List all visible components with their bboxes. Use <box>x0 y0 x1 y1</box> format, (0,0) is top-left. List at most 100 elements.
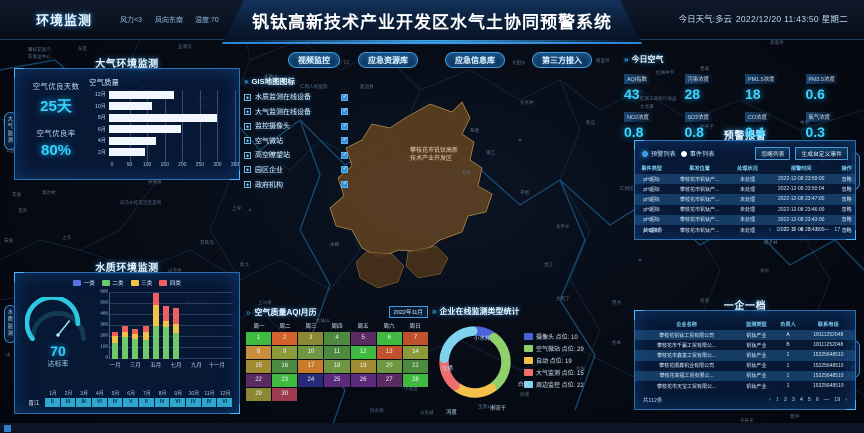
calendar-day[interactable]: 7 <box>402 332 428 345</box>
legend-item[interactable]: 大气监测 点位: 15 <box>524 368 584 377</box>
ignore-link[interactable]: 忽略 <box>838 214 855 225</box>
create-custom-event-button[interactable]: 生成自定义事件 <box>795 147 848 160</box>
calendar-day[interactable]: 14 <box>402 346 428 359</box>
calendar-day[interactable]: 11 <box>324 346 350 359</box>
table-row[interactable]: 攀枝花钒钛工贸有限公司 钒钛产业 A 18111252048 <box>635 330 855 341</box>
donut-slice[interactable] <box>439 326 511 398</box>
ignore-list-button[interactable]: 忽略列表 <box>755 147 791 160</box>
ent-page-numbers[interactable]: ‹ 1 2 3 4 5 6 — 19 › <box>769 397 847 403</box>
gis-layer-row[interactable]: ◈ 高空瞭望站 <box>244 150 348 160</box>
calendar-day[interactable]: 4 <box>324 332 350 345</box>
donut-slice[interactable] <box>439 326 511 398</box>
page-number[interactable]: 19 <box>834 397 841 403</box>
page-number[interactable]: 2 <box>783 397 787 403</box>
page-number[interactable]: 3 <box>791 227 795 233</box>
legend-item[interactable]: 四类 <box>159 279 181 287</box>
calendar-day[interactable]: 2 <box>272 332 298 345</box>
table-row[interactable]: 攀枝花高福工贸有限公... 钒钛产业 1 15325648510 <box>635 370 855 381</box>
radio-event-list[interactable]: 事件列表 <box>680 149 715 158</box>
page-number[interactable]: 5 <box>807 397 811 403</box>
vtab-water-monitor[interactable]: 水 质 监 测 <box>4 305 17 343</box>
ignore-link[interactable]: 忽略 <box>838 194 855 205</box>
layer-checkbox[interactable] <box>341 151 348 159</box>
ignore-link[interactable]: 忽略 <box>838 174 855 185</box>
page-number[interactable]: 2 <box>783 227 787 233</box>
warn-page-numbers[interactable]: ‹ 1 2 3 4 5 6 — 17 › <box>769 227 847 233</box>
next-page-icon[interactable]: › <box>845 397 847 403</box>
page-number[interactable]: 1 <box>775 227 779 233</box>
layer-checkbox[interactable] <box>341 166 348 174</box>
nav-emergency-info[interactable]: 应急信息库 <box>445 52 505 68</box>
donut-slice[interactable] <box>439 326 511 398</box>
legend-item[interactable]: 摄像头 点位: 10 <box>524 332 584 341</box>
calendar-day[interactable]: 1 <box>246 332 272 345</box>
legend-item[interactable]: 三类 <box>130 279 152 287</box>
page-number[interactable]: 4 <box>799 397 803 403</box>
calendar-day[interactable]: 25 <box>324 374 350 387</box>
layer-checkbox[interactable] <box>341 181 348 189</box>
calendar-day[interactable]: 5 <box>350 332 376 345</box>
ignore-link[interactable]: 忽略 <box>841 207 852 214</box>
page-number[interactable]: 4 <box>799 227 803 233</box>
prev-page-icon[interactable]: ‹ <box>769 227 771 233</box>
calendar-day[interactable]: 6 <box>376 332 402 345</box>
table-row[interactable]: pH超标 攀枝花市钒钛产... 未处理 2022-12-08 23:47:00 忽略 <box>635 194 855 205</box>
gis-layer-row[interactable]: ◈ 政府机构 <box>244 180 348 190</box>
page-number[interactable]: — <box>823 397 830 403</box>
page-number[interactable]: 1 <box>775 397 779 403</box>
nav-third-party[interactable]: 第三方接入 <box>532 52 592 68</box>
page-number[interactable]: 6 <box>815 397 819 403</box>
page-number[interactable]: 3 <box>791 397 795 403</box>
next-page-icon[interactable]: › <box>845 227 847 233</box>
table-row[interactable]: 攀枝花市千赢工贸有限公... 钒钛产业 B 18111252048 <box>635 340 855 350</box>
layer-checkbox[interactable] <box>341 122 348 130</box>
layer-checkbox[interactable] <box>341 108 348 116</box>
table-row[interactable]: pH超标 攀枝花市钒钛产... 未处理 2022-12-08 23:46:00 忽略 <box>635 205 855 215</box>
radio-warning-list[interactable]: 预警列表 <box>642 149 676 158</box>
calendar-day[interactable]: 18 <box>324 360 350 373</box>
legend-item[interactable]: 自动 点位: 19 <box>524 356 584 365</box>
legend-item[interactable]: 一类 <box>73 279 95 287</box>
calendar-day[interactable]: 28 <box>402 374 428 387</box>
calendar-day[interactable]: 16 <box>272 360 298 373</box>
gis-layer-row[interactable]: ◈ 大气监测在线设备 <box>244 107 348 117</box>
table-row[interactable]: pH超标 攀枝花市钒钛产... 未处理 2022-12-08 23:43:00 忽略 <box>635 214 855 225</box>
table-row[interactable]: pH超标 攀枝花市钒钛产... 未处理 2022-12-08 23:59:00 忽略 <box>635 174 855 185</box>
calendar-day[interactable]: 13 <box>376 346 402 359</box>
layer-checkbox[interactable] <box>341 137 348 145</box>
calendar-day[interactable]: 9 <box>272 346 298 359</box>
calendar-day[interactable]: 24 <box>298 374 324 387</box>
legend-item[interactable]: 周边监控 点位: 22 <box>524 380 584 389</box>
table-row[interactable]: 攀枝花市天宝工贸有限公... 钒钛产业 1 15325648510 <box>635 381 855 391</box>
start-icon[interactable] <box>4 424 11 432</box>
calendar-day[interactable]: 30 <box>272 388 298 401</box>
calendar-day[interactable]: 19 <box>350 360 376 373</box>
gis-layer-row[interactable]: ◈ 水质监测在线设备 <box>244 92 348 102</box>
table-row[interactable]: pH超标 攀枝花市钒钛产... 未处理 2022-12-08 23:50:04 忽略 <box>635 184 855 194</box>
calendar-day[interactable]: 20 <box>376 360 402 373</box>
page-number[interactable]: — <box>823 227 830 233</box>
calendar-day[interactable]: 17 <box>298 360 324 373</box>
page-number[interactable]: 6 <box>815 227 819 233</box>
calendar-day[interactable]: 15 <box>246 360 272 373</box>
page-number[interactable]: 17 <box>834 227 841 233</box>
calendar-day[interactable]: 10 <box>298 346 324 359</box>
table-row[interactable]: 攀枝花顺鑫钒业有限公司 钒钛产业 1 15325648510 <box>635 361 855 371</box>
ignore-link[interactable]: 忽略 <box>841 186 852 193</box>
gis-layer-row[interactable]: ◈ 空气微站 <box>244 136 348 146</box>
calendar-day[interactable]: 26 <box>350 374 376 387</box>
calendar-day[interactable]: 22 <box>246 374 272 387</box>
gis-layer-row[interactable]: ◈ 园区企业 <box>244 165 348 175</box>
calendar-day[interactable]: 8 <box>246 346 272 359</box>
gis-layer-row[interactable]: ◈ 监控摄像头 <box>244 121 348 131</box>
legend-item[interactable]: 空气微站 点位: 29 <box>524 344 584 353</box>
calendar-day[interactable]: 12 <box>350 346 376 359</box>
calendar-day[interactable]: 23 <box>272 374 298 387</box>
calendar-day[interactable]: 3 <box>298 332 324 345</box>
layer-checkbox[interactable] <box>341 93 348 101</box>
prev-page-icon[interactable]: ‹ <box>769 397 771 403</box>
calendar-day[interactable]: 29 <box>246 388 272 401</box>
legend-item[interactable]: 二类 <box>101 279 124 287</box>
calendar-day[interactable]: 21 <box>402 360 428 373</box>
month-selector[interactable]: 2022年11月 <box>388 306 428 318</box>
